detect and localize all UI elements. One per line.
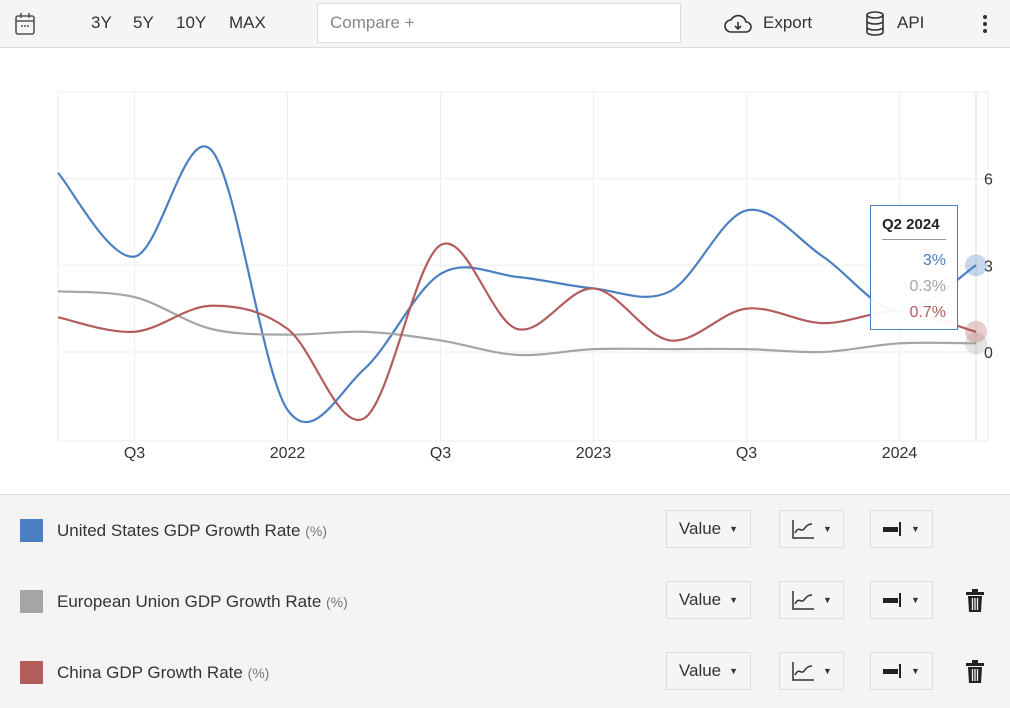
series-line-1 [57,290,977,357]
series-name: China GDP Growth Rate [57,663,243,682]
value-mode-dropdown[interactable]: Value ▼ [666,581,751,619]
right-axis-icon [883,522,902,536]
y-tick-label: 0 [984,345,993,362]
legend-row-china: China GDP Growth Rate (%) Value ▼ ▼ ▼ [0,652,1010,692]
value-mode-label: Value [678,590,722,609]
legend-row-eu: European Union GDP Growth Rate (%) Value… [0,581,1010,621]
series-label: United States GDP Growth Rate (%) [57,521,327,541]
calendar-icon[interactable] [14,12,36,36]
hover-marker-1 [965,332,987,355]
chart-type-dropdown[interactable]: ▼ [779,581,844,619]
value-mode-dropdown[interactable]: Value ▼ [666,510,751,548]
legend-row-us: United States GDP Growth Rate (%) Value ▼… [0,510,1010,550]
export-button[interactable]: Export [763,13,813,32]
line-chart-icon [792,520,815,539]
series-line-0 [57,145,977,424]
compare-input[interactable]: Compare + [317,3,681,43]
more-menu-icon[interactable] [982,14,988,34]
right-axis-icon [883,664,902,678]
axis-side-dropdown[interactable]: ▼ [870,581,933,619]
hover-marker-0 [965,254,987,277]
chart-type-dropdown[interactable]: ▼ [779,510,844,548]
x-tick-label: 2022 [270,445,306,462]
series-unit: (%) [326,594,348,610]
tooltip-us-value: 3% [922,252,946,269]
range-10y-button[interactable]: 10Y [176,13,207,32]
right-axis-icon [883,593,902,607]
series-label: China GDP Growth Rate (%) [57,663,269,683]
series-color-swatch[interactable] [20,590,43,613]
x-tick-label: Q3 [736,445,757,462]
value-mode-label: Value [678,661,722,680]
line-chart-icon [792,662,815,681]
series-unit: (%) [247,665,270,681]
series-name: European Union GDP Growth Rate [57,592,322,611]
series-unit: (%) [305,523,327,539]
tooltip-title: Q2 2024 [882,216,946,240]
hover-marker-2 [965,320,987,343]
x-tick-label: 2024 [882,445,918,462]
x-tick-label: Q3 [124,445,145,462]
caret-down-icon: ▼ [911,666,920,676]
series-line-2 [57,242,977,422]
trash-icon[interactable] [965,660,985,684]
axis-side-dropdown[interactable]: ▼ [870,652,933,690]
database-icon[interactable] [865,11,885,36]
caret-down-icon: ▼ [823,524,832,534]
line-chart-icon [792,591,815,610]
caret-down-icon: ▼ [729,666,739,676]
caret-down-icon: ▼ [729,524,739,534]
value-mode-dropdown[interactable]: Value ▼ [666,652,751,690]
caret-down-icon: ▼ [911,524,920,534]
plot-area [57,91,989,442]
tooltip-china-value: 0.7% [909,304,946,321]
caret-down-icon: ▼ [729,595,739,605]
value-mode-label: Value [678,519,722,538]
line-chart: 0 3 6 Q3 2022 Q3 2023 Q3 2024 [57,91,993,462]
x-tick-label: 2023 [576,445,612,462]
series-color-swatch[interactable] [20,519,43,542]
series-legend: United States GDP Growth Rate (%) Value ▼… [0,494,1010,708]
y-tick-label: 3 [984,258,993,275]
y-tick-label: 6 [984,172,993,189]
caret-down-icon: ▼ [911,595,920,605]
caret-down-icon: ▼ [823,666,832,676]
range-3y-button[interactable]: 3Y [91,13,112,32]
series-name: United States GDP Growth Rate [57,521,301,540]
axis-side-dropdown[interactable]: ▼ [870,510,933,548]
chart-type-dropdown[interactable]: ▼ [779,652,844,690]
series-color-swatch[interactable] [20,661,43,684]
cloud-download-icon[interactable] [723,13,753,35]
chart-tooltip: Q2 2024 3% 0.3% 0.7% [870,205,958,330]
range-max-button[interactable]: MAX [229,13,266,32]
toolbar: 3Y 5Y 10Y MAX Compare + Export API [0,0,1010,48]
series-label: European Union GDP Growth Rate (%) [57,592,348,612]
trash-icon[interactable] [965,589,985,613]
api-button[interactable]: API [897,13,925,32]
tooltip-eu-value: 0.3% [909,278,946,295]
range-5y-button[interactable]: 5Y [133,13,154,32]
x-tick-label: Q3 [430,445,451,462]
caret-down-icon: ▼ [823,595,832,605]
